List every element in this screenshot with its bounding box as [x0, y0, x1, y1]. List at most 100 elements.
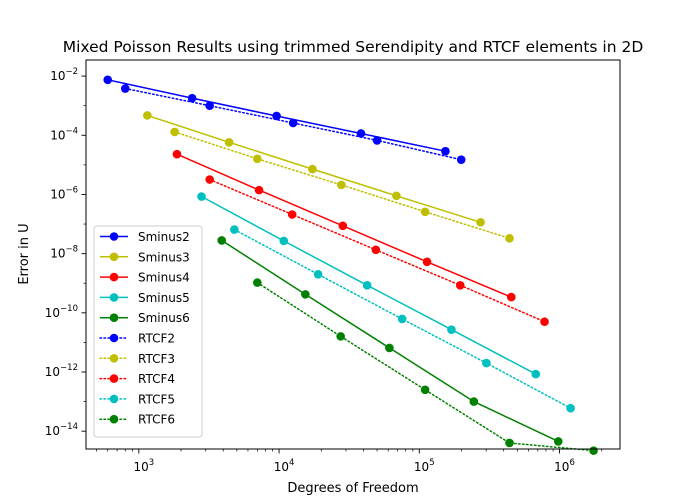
x-tick-label-exponent: 5 — [429, 458, 434, 468]
y-tick-label-base: 10 — [50, 69, 65, 83]
data-point — [553, 437, 563, 446]
data-point — [420, 207, 430, 217]
data-point — [253, 278, 262, 287]
data-point — [224, 137, 234, 147]
data-point — [385, 343, 394, 353]
data-point — [356, 129, 366, 138]
y-tick-label-base: 10 — [50, 128, 65, 142]
legend-marker — [109, 354, 119, 363]
legend-label: RTCF2 — [138, 332, 175, 346]
legend-label: RTCF3 — [138, 352, 175, 366]
x-tick-label-base: 10 — [414, 460, 429, 474]
data-point — [455, 281, 465, 290]
x-tick-label: 103 — [133, 458, 154, 474]
y-tick-label-base: 10 — [50, 187, 65, 201]
legend-marker — [109, 394, 119, 404]
x-tick-label-exponent: 4 — [289, 458, 294, 468]
x-tick-label: 104 — [274, 458, 295, 474]
data-point — [172, 149, 182, 159]
legend-item: Sminus5 — [100, 291, 190, 305]
y-tick-label-exponent: −14 — [60, 422, 78, 432]
legend-label: RTCF4 — [138, 372, 175, 386]
data-point — [143, 111, 152, 120]
x-tick-label: 106 — [554, 458, 575, 474]
data-point — [272, 111, 281, 121]
x-tick-label-base: 10 — [274, 460, 289, 474]
data-point — [362, 281, 372, 290]
data-point — [469, 397, 479, 406]
series-sminus4 — [172, 149, 516, 302]
legend-item: Sminus4 — [100, 271, 190, 285]
y-tick-label: 10−8 — [50, 245, 78, 261]
data-point — [506, 292, 516, 302]
x-axis-label: Degrees of Freedom — [287, 481, 418, 496]
data-point — [120, 84, 130, 93]
data-point — [531, 369, 541, 379]
legend-item: RTCF4 — [99, 372, 175, 386]
data-point — [447, 325, 456, 334]
data-point — [279, 236, 289, 246]
y-tick-label: 10−2 — [50, 67, 78, 83]
legend-label: Sminus3 — [138, 250, 190, 264]
legend-item: RTCF6 — [99, 413, 175, 427]
data-point — [308, 164, 317, 174]
legend: Sminus2 Sminus3 Sminus4 Sminus5 Sminus6 RTCF2… — [93, 225, 203, 438]
data-point — [505, 438, 514, 448]
data-point — [197, 192, 206, 201]
chart-title: Mixed Poisson Results using trimmed Sere… — [63, 38, 644, 56]
data-point — [420, 385, 430, 395]
data-point — [313, 270, 323, 279]
data-point — [338, 221, 348, 231]
legend-marker — [109, 272, 119, 282]
y-tick-label: 10−10 — [45, 304, 78, 320]
y-tick-label-exponent: −4 — [65, 126, 78, 136]
legend-marker — [109, 293, 119, 302]
data-point — [422, 257, 432, 267]
x-tick-label-exponent: 3 — [149, 458, 154, 468]
data-point — [287, 210, 297, 219]
legend-label: RTCF5 — [138, 392, 175, 406]
y-tick-label-exponent: −8 — [65, 245, 78, 255]
y-tick-label-exponent: −10 — [60, 304, 78, 314]
legend-item: RTCF3 — [99, 352, 175, 366]
data-point — [217, 236, 227, 245]
data-point — [456, 155, 466, 164]
series-rtcf3 — [170, 127, 514, 243]
y-tick-label-exponent: −6 — [65, 185, 78, 195]
data-point — [476, 217, 485, 227]
data-point — [336, 332, 345, 341]
data-point — [254, 185, 264, 195]
data-point — [482, 358, 491, 368]
data-point — [253, 154, 262, 164]
legend-label: Sminus6 — [138, 311, 190, 325]
x-tick-label-base: 10 — [554, 460, 569, 474]
data-point — [337, 180, 346, 190]
plot-marks — [103, 75, 598, 455]
data-point — [230, 225, 239, 234]
series-rtcf6 — [253, 278, 598, 455]
legend-item: RTCF2 — [99, 332, 175, 346]
series-sminus2 — [103, 75, 450, 156]
legend-item: Sminus6 — [100, 311, 190, 325]
legend-marker — [109, 333, 119, 343]
data-point — [103, 75, 113, 85]
data-point — [301, 290, 310, 299]
data-point — [397, 314, 407, 324]
data-point — [205, 175, 214, 184]
y-tick-label: 10−12 — [45, 363, 78, 379]
y-tick-label-exponent: −2 — [65, 67, 78, 77]
series-rtcf4 — [205, 175, 549, 327]
series-line — [256, 281, 595, 452]
data-point — [540, 317, 549, 327]
x-tick-label-base: 10 — [133, 460, 148, 474]
legend-label: RTCF6 — [138, 413, 175, 427]
series-sminus3 — [143, 111, 485, 227]
legend-box — [93, 225, 203, 438]
legend-label: Sminus4 — [138, 271, 190, 285]
y-tick-label-base: 10 — [45, 424, 60, 438]
legend-marker — [109, 414, 119, 424]
x-tick-label: 105 — [414, 458, 435, 474]
data-point — [205, 101, 214, 110]
data-point — [187, 93, 197, 103]
